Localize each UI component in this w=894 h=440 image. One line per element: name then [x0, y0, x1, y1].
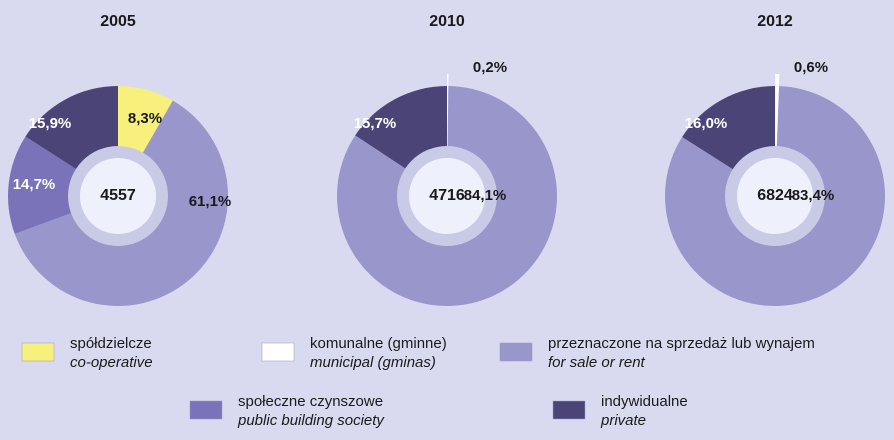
center-label: 6824	[757, 187, 793, 204]
legend-label: przeznaczone na sprzedaż lub wynajem	[548, 335, 815, 352]
center-label: 4557	[100, 187, 136, 204]
value-label: 14,7%	[13, 176, 56, 193]
legend-label: społeczne czynszowe	[238, 393, 383, 410]
legend-label-en: for sale or rent	[548, 354, 646, 371]
donut-hole	[80, 158, 156, 234]
legend-label: komunalne (gminne)	[310, 335, 447, 352]
donut-hole	[737, 158, 813, 234]
center-label: 4716	[429, 187, 465, 204]
chart-title: 2012	[757, 13, 793, 30]
legend-swatch	[499, 342, 533, 362]
legend-label-en: private	[600, 412, 646, 429]
value-label: 16,0%	[685, 115, 728, 132]
value-label: 8,3%	[128, 110, 162, 127]
legend-label-en: co-operative	[70, 354, 153, 371]
value-label: 0,6%	[794, 59, 828, 76]
legend-label-en: public building society	[237, 412, 385, 429]
value-label: 15,9%	[29, 115, 72, 132]
legend-swatch	[552, 400, 586, 420]
legend-swatch	[261, 342, 295, 362]
chart-title: 2010	[429, 13, 465, 30]
value-label: 0,2%	[473, 59, 507, 76]
legend-label: spółdzielcze	[70, 335, 152, 352]
chart-title: 2005	[100, 13, 136, 30]
legend-label: indywidualne	[601, 393, 688, 410]
value-label: 61,1%	[189, 193, 232, 210]
donut-hole	[409, 158, 485, 234]
value-label: 83,4%	[792, 187, 835, 204]
legend-swatch	[21, 342, 55, 362]
value-label: 84,1%	[464, 187, 507, 204]
legend-label-en: municipal (gminas)	[310, 354, 436, 371]
value-label: 15,7%	[354, 115, 397, 132]
legend-swatch	[189, 400, 223, 420]
pie-slice	[8, 136, 119, 234]
